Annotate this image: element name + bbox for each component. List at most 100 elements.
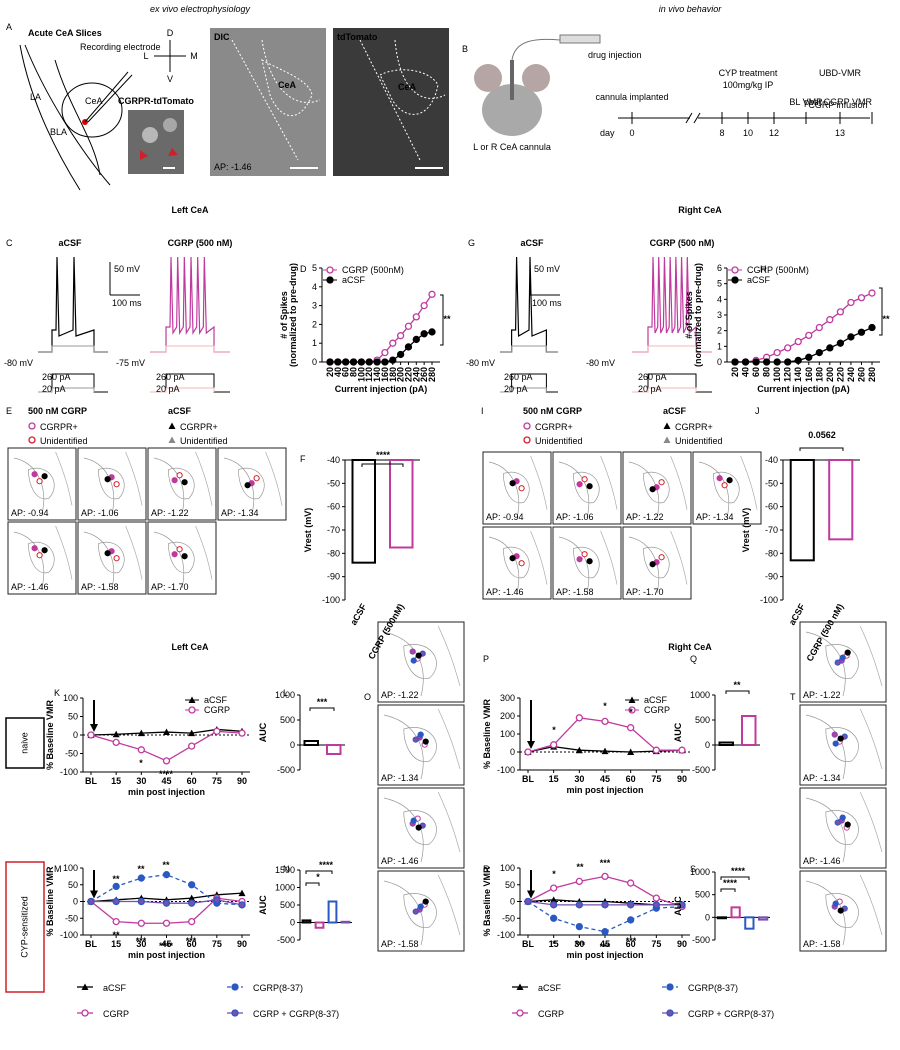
trace-title: aCSF	[58, 238, 82, 248]
data-point	[396, 332, 405, 340]
x-tick-label: 100	[772, 367, 782, 382]
label: CYP treatment	[719, 68, 778, 78]
y-axis-label: % Baseline VMR	[45, 866, 55, 937]
x-axis-label: min post injection	[128, 787, 205, 797]
y-tick-label: 1	[312, 338, 317, 348]
y-tick-label: -90	[327, 572, 340, 582]
data-point	[826, 316, 834, 324]
acsf-trace	[38, 256, 108, 353]
legend-label: Unidentified	[180, 436, 228, 446]
data-point	[805, 353, 813, 361]
data-point	[550, 884, 558, 892]
annotation: *	[552, 869, 556, 879]
y-tick-label: 100	[63, 693, 78, 703]
cell-location	[171, 551, 178, 558]
panel-letter: K	[54, 688, 60, 698]
legend-marker	[516, 1009, 524, 1017]
panel-letter: L	[283, 688, 288, 698]
data-point	[428, 290, 436, 298]
step-protocol	[632, 387, 697, 393]
y-axis-label: AUC	[258, 722, 268, 742]
data-point	[188, 899, 196, 907]
cell-location	[839, 654, 846, 661]
atlas-outline	[437, 708, 461, 770]
ap-label: AP: -1.22	[151, 508, 189, 518]
bar	[758, 916, 769, 921]
x-axis-label: Current injection (pA)	[335, 384, 428, 394]
data-point	[428, 328, 436, 336]
bar	[718, 741, 734, 746]
x-tick-label: 30	[574, 774, 584, 784]
mouse-head	[482, 84, 542, 136]
atlas-outline	[28, 467, 55, 500]
x-axis-label: min post injection	[566, 950, 643, 960]
cell-location	[410, 657, 417, 664]
panel-letter: E	[6, 406, 12, 416]
cell-location	[415, 652, 422, 659]
injection-arrow	[90, 890, 98, 899]
electrode	[87, 74, 133, 123]
significance-bracket	[720, 888, 736, 892]
atlas-outline	[98, 467, 125, 500]
data-point	[652, 901, 660, 909]
bar	[828, 459, 854, 541]
atlas-outline	[238, 467, 265, 500]
atlas-outline	[125, 525, 143, 580]
image-label: CeA	[398, 82, 417, 92]
x-tick-label: 220	[835, 367, 845, 382]
atlas-outline	[825, 727, 859, 762]
data-point	[794, 337, 802, 346]
step-label: 260 pA	[504, 372, 533, 382]
trace-title: CGRP (500 nM)	[650, 238, 715, 248]
data-point	[365, 358, 373, 366]
atlas-section	[377, 621, 465, 703]
atlas-outline	[168, 541, 195, 574]
y-axis-label: Vrest (mV)	[741, 508, 751, 553]
data-point	[349, 358, 358, 366]
cell-location	[31, 545, 38, 552]
y-tick-label: 1	[717, 341, 722, 351]
cell-location	[586, 483, 593, 490]
cgrp-trace	[632, 345, 712, 353]
data-point	[137, 729, 145, 737]
atlas-outline	[805, 714, 846, 780]
ap-label: AP: -1.58	[381, 939, 419, 949]
y-tick-label: -500	[692, 765, 710, 775]
x-tick-label: aCSF	[348, 602, 368, 627]
annotation: **	[137, 864, 145, 874]
cell-location	[31, 471, 38, 478]
timeline-break	[693, 112, 701, 124]
y-axis-label: AUC	[673, 722, 683, 742]
x-tick-label: BL	[85, 776, 97, 786]
atlas-outline	[825, 810, 859, 845]
y-axis-label: # of Spikes	[279, 291, 289, 339]
panel-letter: R	[483, 864, 490, 874]
annotation: **	[443, 314, 451, 324]
acsf-trace	[500, 345, 558, 353]
cell-location	[176, 546, 183, 553]
legend-marker	[188, 706, 196, 714]
y-tick-label: 0	[717, 357, 722, 367]
cell-location	[171, 477, 178, 484]
data-point	[847, 333, 855, 341]
ap-label: AP: -1.06	[81, 508, 119, 518]
y-axis-label: (normalized to pre-drug)	[693, 263, 703, 367]
data-point	[601, 872, 609, 881]
legend-marker	[188, 696, 196, 703]
y-tick-label: -70	[327, 525, 340, 535]
syringe	[559, 34, 601, 44]
label: 100mg/kg IP	[723, 80, 774, 90]
atlas-outline	[383, 880, 424, 946]
data-point	[575, 901, 583, 909]
data-point	[601, 717, 609, 726]
cell-location	[726, 477, 733, 484]
annotation: ****	[376, 450, 391, 460]
data-point	[188, 894, 196, 902]
data-point	[188, 917, 196, 926]
cell-location	[422, 898, 429, 905]
cell-location	[417, 731, 424, 738]
trace-title: CGRP (500 nM)	[168, 238, 233, 248]
legend-heading: aCSF	[663, 406, 687, 416]
legend-marker	[663, 422, 671, 429]
x-tick-label: 40	[333, 367, 343, 377]
